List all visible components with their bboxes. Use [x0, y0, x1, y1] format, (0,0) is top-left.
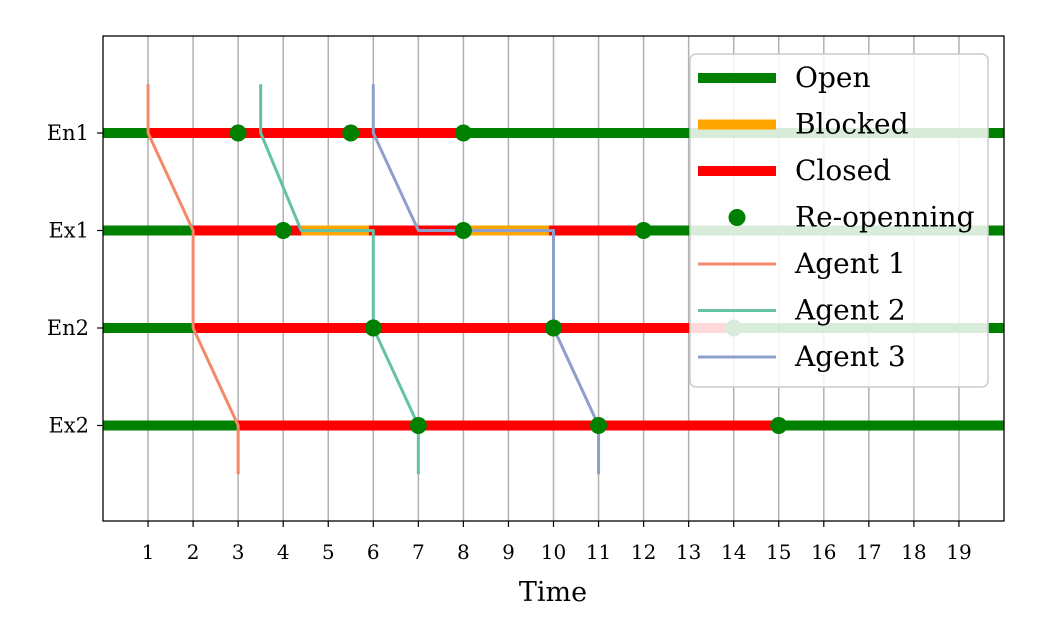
x-axis-label: Time	[519, 577, 587, 608]
legend-label-blocked: Blocked	[795, 108, 909, 141]
x-tick-label-15: 15	[766, 540, 791, 564]
x-tick-label-10: 10	[541, 540, 566, 564]
x-tick-label-12: 12	[631, 540, 656, 564]
x-axis-ticks: 1 2 3 4 5 6 7 8 9 10 11 12 13 14 15 16 17 18 19	[142, 521, 972, 564]
x-tick-label-4: 4	[277, 540, 290, 564]
x-tick-label-3: 3	[232, 540, 245, 564]
x-tick-label-16: 16	[811, 540, 836, 564]
reopening-markers	[229, 124, 788, 434]
x-tick-label-11: 11	[586, 540, 611, 564]
row-label-en2: En2	[47, 316, 89, 340]
reopening-marker-ex1-3	[274, 222, 292, 239]
y-axis-ticks: En1 Ex1 En2 Ex2	[47, 121, 103, 438]
reopening-marker-ex2-9	[409, 417, 427, 434]
x-tick-label-7: 7	[412, 540, 425, 564]
legend-swatch-re-openning	[728, 209, 746, 226]
x-tick-label-6: 6	[367, 540, 380, 564]
legend: Open Blocked Closed Re-openning Agent 1 Agent…	[689, 53, 989, 388]
x-tick-label-8: 8	[457, 540, 470, 564]
legend-label-open: Open	[795, 61, 870, 94]
reopening-marker-ex1-4	[454, 222, 472, 239]
row-label-ex2: Ex2	[48, 414, 89, 438]
legend-label-closed: Closed	[795, 154, 891, 187]
x-tick-label-9: 9	[502, 540, 515, 564]
reopening-marker-en1-2	[454, 124, 472, 142]
legend-label-agent-1: Agent 1	[794, 247, 906, 280]
legend-box	[689, 53, 989, 388]
x-tick-label-17: 17	[856, 540, 881, 564]
row-label-en1: En1	[47, 121, 89, 145]
agent-path-1	[146, 84, 240, 475]
legend-label-agent-3: Agent 3	[794, 340, 906, 373]
reopening-marker-ex2-11	[770, 417, 788, 434]
reopening-marker-en1-1	[342, 124, 360, 142]
reopening-marker-ex1-5	[635, 222, 653, 239]
legend-label-agent-2: Agent 2	[794, 294, 906, 327]
x-tick-label-18: 18	[901, 540, 926, 564]
x-tick-label-14: 14	[721, 540, 746, 564]
x-tick-label-5: 5	[322, 540, 335, 564]
x-tick-label-13: 13	[676, 540, 701, 564]
legend-label-re-openning: Re-openning	[795, 201, 975, 234]
x-tick-label-1: 1	[142, 540, 155, 564]
reopening-marker-en2-7	[545, 319, 562, 337]
row-label-ex1: Ex1	[48, 219, 89, 243]
x-tick-label-19: 19	[946, 540, 971, 564]
reopening-marker-ex2-10	[590, 417, 608, 434]
reopening-marker-en1-0	[229, 124, 247, 142]
x-tick-label-2: 2	[187, 540, 200, 564]
reopening-marker-en2-6	[364, 319, 382, 337]
